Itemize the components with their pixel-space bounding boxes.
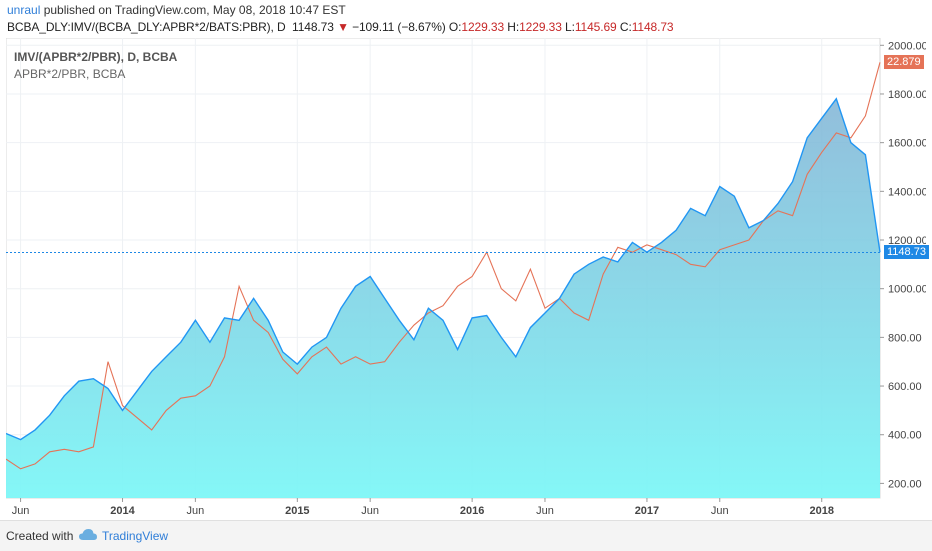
publish-info: published on TradingView.com, May 08, 20…: [43, 3, 346, 17]
low-label: L:: [565, 20, 575, 34]
created-with-label: Created with: [6, 529, 74, 543]
price-change: −109.11 (−8.67%): [352, 20, 446, 34]
secondary-series-line: [6, 62, 881, 470]
publish-header: unraul published on TradingView.com, May…: [7, 3, 346, 17]
x-axis: Jun 2014 Jun 2015 Jun 2016 Jun 2017 Jun 2018: [12, 498, 834, 517]
y-tick-label: 1200.00: [888, 235, 926, 247]
chart-svg[interactable]: 2000.00 1800.00 1600.00 1400.00 1200.00 1000.…: [6, 38, 926, 520]
y-tick-label: 800.00: [888, 332, 922, 344]
open-label: O:: [448, 20, 462, 34]
x-tick-label: Jun: [536, 505, 554, 517]
y-tick-label: 1400.00: [888, 186, 926, 198]
y-tick-label: 2000.00: [888, 40, 926, 52]
secondary-series-legend[interactable]: APBR*2/PBR, BCBA: [14, 67, 126, 81]
x-tick-label: Jun: [361, 505, 379, 517]
y-tick-label: 400.00: [888, 430, 922, 442]
tradingview-brand-link[interactable]: TradingView: [102, 529, 169, 543]
y-axis: 2000.00 1800.00 1600.00 1400.00 1200.00 1000.…: [880, 40, 926, 490]
x-tick-label: Jun: [186, 505, 204, 517]
last-price: 1148.73: [292, 20, 334, 34]
y-tick-label: 600.00: [888, 381, 922, 393]
open-value: 1229.33: [461, 20, 505, 34]
x-tick-label: 2018: [809, 505, 833, 517]
secondary-value-tag: 22.879: [884, 55, 924, 70]
x-tick-label: 2016: [460, 505, 484, 517]
x-tick-label: 2015: [285, 505, 309, 517]
last-value-tag: 1148.73: [884, 245, 929, 260]
close-value: 1148.73: [631, 20, 674, 34]
close-label: C:: [619, 20, 632, 34]
down-arrow-icon: ▼: [337, 20, 349, 34]
high-value: 1229.33: [519, 20, 562, 34]
ohlc-bar: BCBA_DLY:IMV/(BCBA_DLY:APBR*2/BATS:PBR),…: [7, 20, 674, 34]
x-tick-label: 2017: [635, 505, 659, 517]
main-area-fill: [6, 98, 880, 499]
x-tick-label: Jun: [711, 505, 729, 517]
low-value: 1145.69: [574, 20, 617, 34]
y-tick-label: 200.00: [888, 478, 922, 490]
tradingview-cloud-icon: [79, 529, 97, 540]
y-tick-label: 1600.00: [888, 138, 926, 150]
x-tick-label: 2014: [110, 505, 135, 517]
main-series-legend[interactable]: IMV/(APBR*2/PBR), D, BCBA: [14, 50, 178, 64]
y-tick-label: 1800.00: [888, 89, 926, 101]
high-label: H:: [507, 20, 520, 34]
y-tick-label: 1000.00: [888, 284, 926, 296]
footer-bar: Created with TradingView: [0, 520, 932, 551]
symbol-title: BCBA_DLY:IMV/(BCBA_DLY:APBR*2/BATS:PBR),…: [7, 20, 286, 34]
main-series-line: [6, 97, 881, 441]
author-link[interactable]: unraul: [7, 3, 41, 17]
x-tick-label: Jun: [12, 505, 30, 517]
